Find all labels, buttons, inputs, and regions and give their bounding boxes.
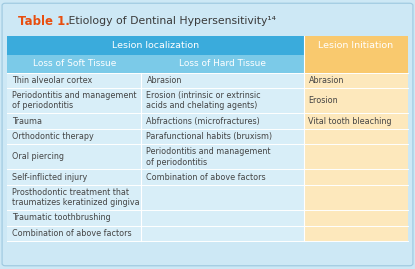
Text: Traumatic toothbrushing: Traumatic toothbrushing bbox=[12, 213, 111, 222]
Bar bbox=[142, 144, 303, 169]
Bar bbox=[142, 226, 303, 241]
Text: Abfractions (microfractures): Abfractions (microfractures) bbox=[146, 116, 260, 126]
Text: Orthodontic therapy: Orthodontic therapy bbox=[12, 132, 94, 141]
Bar bbox=[7, 73, 142, 88]
Text: Thin alveolar cortex: Thin alveolar cortex bbox=[12, 76, 93, 85]
Bar bbox=[7, 88, 142, 113]
Text: Oral piercing: Oral piercing bbox=[12, 153, 64, 161]
Bar bbox=[142, 185, 303, 210]
Text: Lesion Initiation: Lesion Initiation bbox=[318, 41, 393, 50]
Bar bbox=[303, 210, 408, 226]
Bar bbox=[142, 169, 303, 185]
Bar bbox=[7, 129, 142, 144]
Text: Loss of Hard Tissue: Loss of Hard Tissue bbox=[179, 59, 266, 68]
Text: Self-inflicted injury: Self-inflicted injury bbox=[12, 173, 88, 182]
Text: Periodontitis and management
of periodontitis: Periodontitis and management of periodon… bbox=[146, 147, 271, 167]
Bar bbox=[7, 169, 142, 185]
Text: Prosthodontic treatment that
traumatizes keratinized gingiva: Prosthodontic treatment that traumatizes… bbox=[12, 188, 140, 207]
Text: Periodontitis and management
of periodontitis: Periodontitis and management of periodon… bbox=[12, 91, 137, 111]
Bar bbox=[303, 226, 408, 241]
Bar bbox=[7, 144, 142, 169]
Bar bbox=[303, 185, 408, 210]
Text: Combination of above factors: Combination of above factors bbox=[12, 229, 132, 238]
Bar bbox=[142, 73, 303, 88]
Bar bbox=[303, 88, 408, 113]
Text: Loss of Soft Tissue: Loss of Soft Tissue bbox=[33, 59, 116, 68]
Bar bbox=[303, 113, 408, 129]
Text: Lesion localization: Lesion localization bbox=[112, 41, 199, 50]
Bar bbox=[142, 113, 303, 129]
FancyBboxPatch shape bbox=[2, 3, 413, 266]
Text: Combination of above factors: Combination of above factors bbox=[146, 173, 266, 182]
Bar bbox=[7, 185, 142, 210]
Bar bbox=[303, 129, 408, 144]
Bar bbox=[142, 55, 303, 73]
Bar bbox=[7, 113, 142, 129]
Text: Table 1.: Table 1. bbox=[18, 15, 70, 28]
Text: Erosion: Erosion bbox=[308, 96, 338, 105]
Bar bbox=[7, 55, 142, 73]
Bar bbox=[7, 36, 303, 55]
Text: Parafunctional habits (bruxism): Parafunctional habits (bruxism) bbox=[146, 132, 273, 141]
Bar bbox=[303, 144, 408, 169]
Text: Etiology of Dentinal Hypersensitivity¹⁴: Etiology of Dentinal Hypersensitivity¹⁴ bbox=[65, 16, 276, 26]
Text: Abrasion: Abrasion bbox=[308, 76, 344, 85]
Bar bbox=[303, 55, 408, 73]
Bar bbox=[7, 210, 142, 226]
Bar bbox=[7, 226, 142, 241]
Bar bbox=[303, 73, 408, 88]
Bar bbox=[142, 88, 303, 113]
Text: Trauma: Trauma bbox=[12, 116, 42, 126]
Bar bbox=[142, 210, 303, 226]
Text: Abrasion: Abrasion bbox=[146, 76, 182, 85]
Text: Erosion (intrinsic or extrinsic
acids and chelating agents): Erosion (intrinsic or extrinsic acids an… bbox=[146, 91, 261, 111]
Bar bbox=[303, 36, 408, 55]
Text: Vital tooth bleaching: Vital tooth bleaching bbox=[308, 116, 392, 126]
Bar bbox=[142, 129, 303, 144]
Bar bbox=[7, 7, 408, 36]
Bar bbox=[303, 169, 408, 185]
